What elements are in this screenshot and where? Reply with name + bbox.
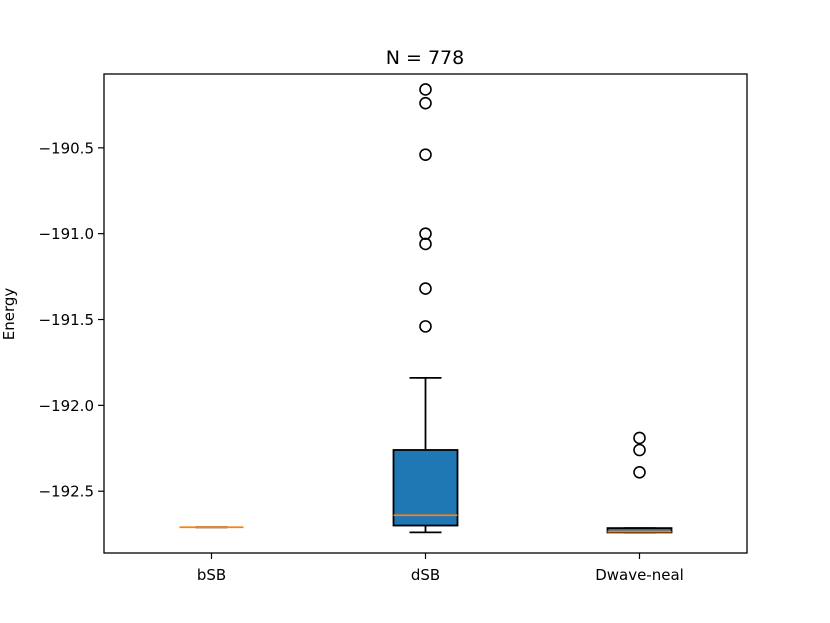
y-axis-label: Energy [0, 288, 18, 341]
outlier-point [633, 443, 646, 457]
x-tick-label: dSB [411, 566, 440, 584]
outlier-point [633, 431, 646, 445]
y-tick-label: −191.5 [38, 311, 94, 329]
box-body [392, 449, 459, 527]
y-tick-label: −192.0 [38, 397, 94, 415]
outlier-point [419, 227, 432, 240]
x-axis-ticks: bSB dSB Dwave-neal [197, 553, 684, 584]
y-tick-label: −190.5 [38, 139, 94, 157]
x-tick-label: bSB [197, 566, 226, 584]
outlier-point [419, 83, 432, 96]
outlier-point [419, 282, 432, 295]
box-group-dsb [392, 83, 459, 534]
y-tick-label: −192.5 [38, 483, 94, 501]
outlier-point [419, 148, 432, 161]
box-group-dwave-neal [606, 431, 673, 534]
y-tick-label: −191.0 [38, 225, 94, 243]
x-tick-label: Dwave-neal [595, 566, 684, 584]
outlier-point [419, 320, 432, 333]
y-axis-ticks: −190.5 −191.0 −191.5 −192.0 −192.5 [38, 139, 104, 501]
outlier-point [419, 96, 432, 110]
chart-title: N = 778 [386, 47, 464, 69]
outlier-point [419, 237, 432, 251]
outlier-point [633, 466, 646, 479]
boxes-layer [179, 83, 673, 534]
